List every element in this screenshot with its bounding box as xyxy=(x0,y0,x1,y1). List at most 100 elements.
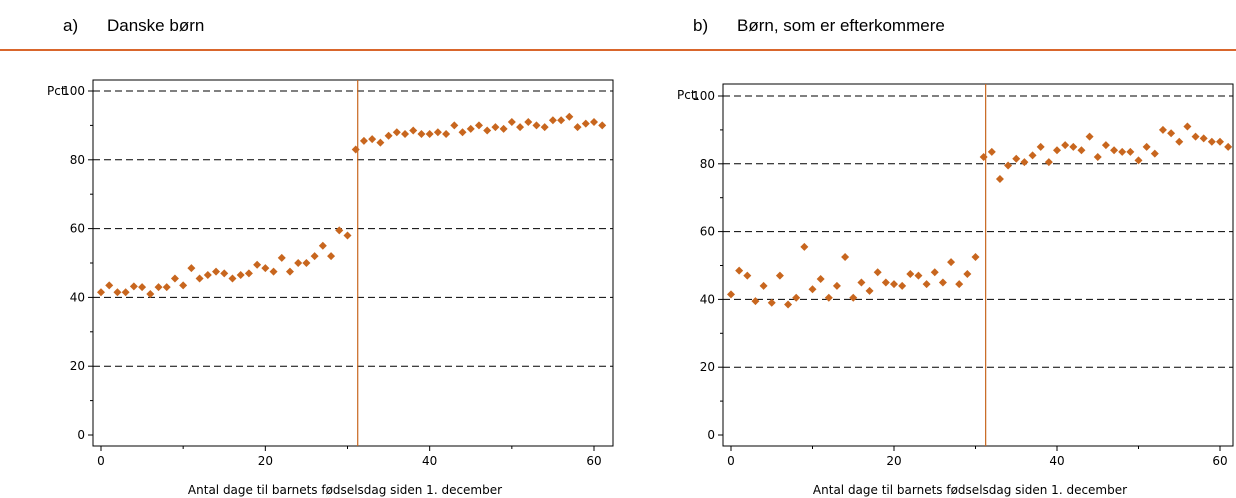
panel-b-point-56 xyxy=(1183,122,1192,131)
panel-b-point-47 xyxy=(1110,146,1119,155)
panel-a-point-46 xyxy=(474,121,483,130)
panel-a-point-3 xyxy=(121,288,130,297)
panel-a-point-50 xyxy=(507,117,516,126)
panel-b-ytick-label-0: 0 xyxy=(707,428,715,442)
panel-a-point-12 xyxy=(195,274,204,283)
panel-a-point-9 xyxy=(170,274,179,283)
panel-b-point-19 xyxy=(881,278,890,287)
panel-b-point-14 xyxy=(841,253,850,262)
panel-b-point-38 xyxy=(1036,142,1045,151)
panel-a-point-10 xyxy=(179,281,188,290)
panel-a-point-41 xyxy=(433,128,442,137)
panel-b-point-25 xyxy=(930,268,939,277)
panel-b-ytick-label-20: 20 xyxy=(700,360,715,374)
panel-b-title-text: Børn, som er efterkommere xyxy=(737,16,945,35)
panel-b-xtick-label-0: 0 xyxy=(727,454,735,468)
panel-a-point-59 xyxy=(581,119,590,128)
panel-a-title: a) Danske børn xyxy=(63,16,204,36)
panel-a-point-4 xyxy=(129,282,138,291)
panel-a-title-text: Danske børn xyxy=(107,16,205,35)
panel-a-point-57 xyxy=(565,112,574,121)
panel-a-point-25 xyxy=(302,259,311,267)
panel-b-point-52 xyxy=(1150,149,1159,158)
panel-a-xtick-label-0: 0 xyxy=(97,454,105,468)
panel-a-point-32 xyxy=(359,136,368,145)
panel-a-point-42 xyxy=(442,130,451,138)
panel-b-letter: b) xyxy=(693,16,709,35)
panel-a-point-47 xyxy=(483,126,492,135)
panel-b-point-17 xyxy=(865,286,874,295)
panel-b-point-21 xyxy=(898,281,907,290)
header-divider xyxy=(0,49,1236,51)
panel-a-xtick-label-20: 20 xyxy=(258,454,273,468)
panel-a-point-8 xyxy=(162,283,171,292)
panel-b-point-34 xyxy=(1004,161,1013,170)
panel-a-ytick-label-100: 100 xyxy=(62,84,85,98)
panel-b-point-51 xyxy=(1142,142,1151,151)
panel-a-point-44 xyxy=(458,128,467,137)
panel-b-point-9 xyxy=(800,242,809,251)
panel-a-point-45 xyxy=(466,124,475,133)
panel-b-point-26 xyxy=(938,278,947,287)
panel-a-xlabel: Antal dage til barnets fødselsdag siden … xyxy=(188,483,502,497)
panel-b-point-5 xyxy=(767,298,776,307)
panel-a-point-28 xyxy=(327,252,336,261)
panel-a-point-33 xyxy=(368,135,377,144)
panel-b-point-37 xyxy=(1028,151,1037,160)
panel-b-point-30 xyxy=(971,253,980,262)
panel-a-point-6 xyxy=(146,289,155,298)
panel-b-point-13 xyxy=(832,281,841,290)
panel-b-point-15 xyxy=(849,293,858,302)
panel-a-point-5 xyxy=(138,283,147,292)
panel-b-point-18 xyxy=(873,268,882,277)
panel-b-point-43 xyxy=(1077,146,1086,155)
panel-a-point-51 xyxy=(516,123,525,132)
panel-b-point-45 xyxy=(1093,153,1102,162)
panel-b-point-20 xyxy=(890,280,898,289)
panel-b-point-7 xyxy=(784,300,793,309)
panel-a-point-60 xyxy=(590,117,598,126)
panel-a-point-40 xyxy=(425,130,434,138)
panel-b-title: b) Børn, som er efterkommere xyxy=(693,16,945,36)
panel-b-xtick-label-60: 60 xyxy=(1212,454,1227,468)
panel-a-ytick-label-40: 40 xyxy=(70,290,85,304)
panel-b-point-35 xyxy=(1012,154,1021,163)
panel-a-point-49 xyxy=(499,124,508,133)
panel-b-point-24 xyxy=(922,280,931,289)
panel-a-xtick-label-40: 40 xyxy=(422,454,437,468)
panel-a-point-15 xyxy=(220,269,229,278)
panel-b-point-22 xyxy=(906,269,915,278)
panel-b-point-48 xyxy=(1118,147,1127,156)
panel-b-point-33 xyxy=(995,175,1004,184)
panel-b-point-44 xyxy=(1085,132,1094,141)
panel-a-point-30 xyxy=(343,231,352,240)
panel-a-point-13 xyxy=(203,271,212,280)
panel-b-point-10 xyxy=(808,285,817,294)
panel-b-point-46 xyxy=(1101,141,1110,150)
panel-b-point-31 xyxy=(979,153,988,162)
panel-a-point-22 xyxy=(277,253,286,262)
panel-a-point-29 xyxy=(335,226,344,235)
panel-a-point-24 xyxy=(294,259,303,267)
panel-b-point-41 xyxy=(1061,141,1070,150)
panel-b-point-40 xyxy=(1053,146,1061,155)
panel-a-point-56 xyxy=(557,116,566,125)
panel-b-xtick-label-20: 20 xyxy=(886,454,901,468)
panel-b-point-27 xyxy=(947,258,956,267)
panel-b-point-28 xyxy=(955,280,964,289)
panel-b-xtick-label-40: 40 xyxy=(1049,454,1064,468)
panel-b-point-49 xyxy=(1126,147,1135,156)
panel-b-point-61 xyxy=(1224,142,1233,151)
panel-b-point-1 xyxy=(735,266,744,275)
panel-a-ytick-label-0: 0 xyxy=(77,428,85,442)
panel-a-point-11 xyxy=(187,264,196,273)
panel-a-point-61 xyxy=(598,121,607,130)
panel-b-point-3 xyxy=(751,297,760,306)
panel-b-point-39 xyxy=(1044,158,1053,167)
panel-a-point-38 xyxy=(409,126,418,135)
panel-b-ytick-label-100: 100 xyxy=(692,89,715,103)
panel-b-point-6 xyxy=(775,271,784,280)
panel-b-point-50 xyxy=(1134,156,1143,165)
panel-b-ytick-label-40: 40 xyxy=(700,292,715,306)
panel-b-plot-frame xyxy=(722,83,1234,447)
